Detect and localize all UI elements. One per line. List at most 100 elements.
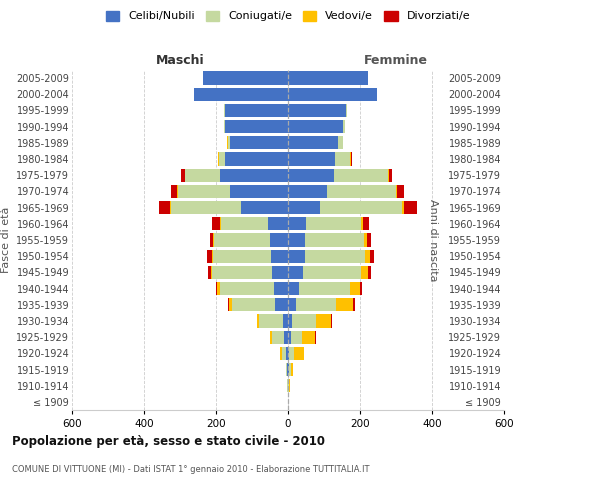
Bar (291, 330, 302, 344)
Bar (388, 168, 389, 182)
Bar (289, 363, 290, 376)
Bar (294, 346, 304, 360)
Bar (306, 217, 361, 230)
Bar (288, 346, 289, 360)
Bar (160, 201, 170, 214)
Bar (181, 168, 185, 182)
Bar (303, 266, 361, 279)
Bar (302, 330, 316, 344)
Bar (288, 88, 377, 101)
Bar (350, 282, 360, 295)
Bar (288, 363, 289, 376)
Bar (367, 234, 371, 246)
Bar (171, 201, 241, 214)
Bar (288, 250, 305, 263)
Bar (305, 234, 364, 246)
Bar (360, 282, 362, 295)
Bar (290, 363, 293, 376)
Y-axis label: Fasce di età: Fasce di età (1, 207, 11, 273)
Bar (346, 104, 347, 117)
Bar (287, 363, 288, 376)
Bar (232, 298, 275, 312)
Bar (275, 298, 288, 312)
Bar (257, 314, 259, 328)
Bar (288, 201, 320, 214)
Bar (292, 314, 316, 328)
Bar (397, 185, 404, 198)
Text: Popolazione per età, sesso e stato civile - 2010: Popolazione per età, sesso e stato civil… (12, 435, 325, 448)
Bar (218, 152, 225, 166)
Bar (286, 363, 287, 376)
Bar (289, 346, 294, 360)
Bar (259, 314, 283, 328)
Bar (288, 136, 338, 149)
Bar (220, 168, 288, 182)
Bar (362, 217, 369, 230)
Bar (288, 298, 296, 312)
Bar (230, 136, 288, 149)
Bar (288, 266, 303, 279)
Bar (203, 72, 288, 85)
Bar (206, 250, 212, 263)
Bar (364, 234, 367, 246)
Bar (215, 282, 217, 295)
Bar (271, 250, 288, 263)
Bar (221, 217, 268, 230)
Bar (224, 120, 225, 134)
Bar (229, 298, 232, 312)
Bar (288, 104, 346, 117)
Bar (288, 330, 291, 344)
Bar (288, 120, 343, 134)
Bar (220, 217, 221, 230)
Bar (389, 168, 392, 182)
Bar (225, 120, 288, 134)
Bar (331, 314, 332, 328)
Text: Maschi: Maschi (155, 54, 205, 67)
Bar (368, 266, 371, 279)
Bar (270, 330, 272, 344)
Bar (272, 266, 288, 279)
Bar (171, 185, 178, 198)
Bar (361, 266, 368, 279)
Y-axis label: Anni di nascita: Anni di nascita (428, 198, 437, 281)
Bar (272, 330, 284, 344)
Bar (212, 217, 220, 230)
Bar (320, 201, 403, 214)
Bar (280, 346, 282, 360)
Bar (299, 282, 350, 295)
Bar (286, 346, 288, 360)
Bar (185, 168, 220, 182)
Bar (343, 120, 344, 134)
Bar (224, 104, 225, 117)
Bar (214, 234, 270, 246)
Bar (288, 185, 327, 198)
Bar (213, 234, 214, 246)
Bar (288, 72, 368, 85)
Bar (316, 314, 331, 328)
Bar (178, 185, 230, 198)
Bar (296, 298, 335, 312)
Bar (228, 298, 229, 312)
Bar (288, 282, 299, 295)
Bar (268, 217, 288, 230)
Bar (404, 201, 417, 214)
Bar (396, 185, 397, 198)
Bar (335, 298, 353, 312)
Bar (289, 379, 290, 392)
Bar (305, 250, 365, 263)
Bar (334, 168, 388, 182)
Bar (288, 217, 306, 230)
Bar (338, 136, 343, 149)
Bar (225, 152, 288, 166)
Bar (225, 104, 288, 117)
Text: Femmine: Femmine (364, 54, 428, 67)
Bar (284, 330, 288, 344)
Bar (403, 201, 404, 214)
Bar (288, 234, 305, 246)
Bar (274, 282, 288, 295)
Bar (288, 314, 292, 328)
Legend: Celibi/Nubili, Coniugati/e, Vedovi/e, Divorziati/e: Celibi/Nubili, Coniugati/e, Vedovi/e, Di… (106, 10, 470, 22)
Bar (241, 201, 288, 214)
Bar (282, 346, 286, 360)
Bar (170, 201, 171, 214)
